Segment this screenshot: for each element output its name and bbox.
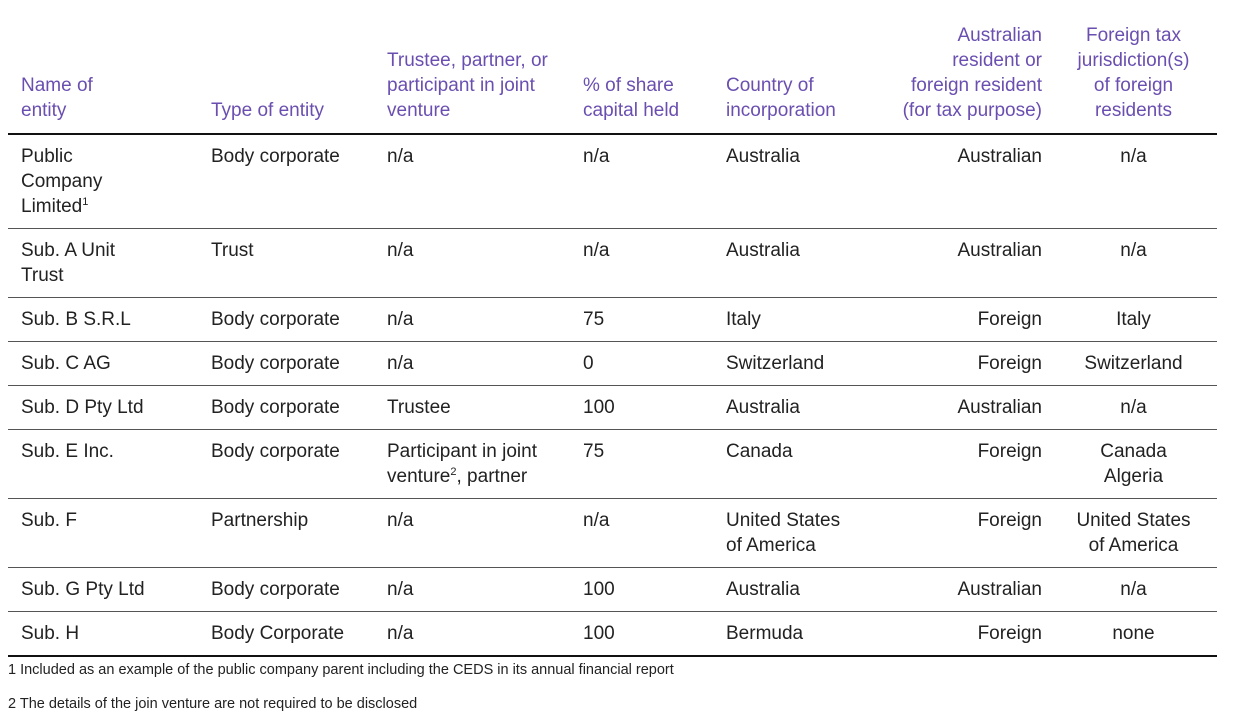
table-row: Sub. F Partnership n/a n/a United States of … — [8, 498, 1217, 568]
header-share: % of share capital held — [570, 0, 713, 135]
footnote-ref: 2 — [450, 466, 457, 478]
cell-residency: Australian — [873, 567, 1050, 612]
cell-name: Sub. H — [8, 611, 198, 657]
cell-country: United States of America — [713, 498, 873, 568]
cell-country: Australia — [713, 134, 873, 229]
table-row: Sub. D Pty Ltd Body corporate Trustee 100 Au… — [8, 385, 1217, 430]
cell-name: Sub. G Pty Ltd — [8, 567, 198, 612]
header-role: Trustee, partner, or participant in join… — [374, 0, 570, 135]
table-row: Sub. E Inc. Body corporate Participant in … — [8, 429, 1217, 499]
cell-type: Body corporate — [198, 567, 374, 612]
footnote-1: 1 Included as an example of the public c… — [8, 662, 674, 678]
cell-role: n/a — [374, 297, 570, 342]
table-row: Sub. A Unit Trust Trust n/a n/a Australia Aus… — [8, 228, 1217, 298]
footnotes: 1 Included as an example of the public c… — [8, 658, 674, 726]
cell-name: Sub. F — [8, 498, 198, 568]
cell-jurisdiction: n/a — [1050, 567, 1217, 612]
cell-jurisdiction: n/a — [1050, 385, 1217, 430]
cell-role: n/a — [374, 228, 570, 298]
cell-jurisdiction: Switzerland — [1050, 341, 1217, 386]
cell-share: n/a — [570, 228, 713, 298]
table-row: Sub. B S.R.L Body corporate n/a 75 Italy Fore… — [8, 297, 1217, 342]
cell-jurisdiction: n/a — [1050, 228, 1217, 298]
cell-residency: Foreign — [873, 297, 1050, 342]
cell-role: n/a — [374, 134, 570, 229]
cell-type: Body corporate — [198, 341, 374, 386]
cell-residency: Australian — [873, 385, 1050, 430]
cell-country: Australia — [713, 228, 873, 298]
cell-share: 75 — [570, 429, 713, 499]
header-row: Name of entity Type of entity Trustee, p… — [8, 0, 1217, 135]
header-country: Country of incorporation — [713, 0, 873, 135]
entity-table: Name of entity Type of entity Trustee, p… — [8, 0, 1217, 657]
cell-role: n/a — [374, 341, 570, 386]
cell-name: Sub. B S.R.L — [8, 297, 198, 342]
cell-type: Trust — [198, 228, 374, 298]
header-jurisdiction: Foreign tax jurisdiction(s) of foreign r… — [1050, 0, 1217, 135]
cell-role: Trustee — [374, 385, 570, 430]
cell-country: Italy — [713, 297, 873, 342]
cell-country: Switzerland — [713, 341, 873, 386]
cell-type: Body corporate — [198, 134, 374, 229]
cell-jurisdiction: United States of America — [1050, 498, 1217, 568]
cell-jurisdiction: n/a — [1050, 134, 1217, 229]
cell-share: 0 — [570, 341, 713, 386]
cell-name: Sub. C AG — [8, 341, 198, 386]
cell-share: 100 — [570, 611, 713, 657]
cell-country: Canada — [713, 429, 873, 499]
cell-role: n/a — [374, 567, 570, 612]
cell-share: n/a — [570, 134, 713, 229]
cell-name: Sub. D Pty Ltd — [8, 385, 198, 430]
cell-residency: Australian — [873, 228, 1050, 298]
cell-jurisdiction: Italy — [1050, 297, 1217, 342]
table-row: Sub. C AG Body corporate n/a 0 Switzerland Fo… — [8, 341, 1217, 386]
header-residency: Australian resident or foreign resident … — [873, 0, 1050, 135]
cell-role: Participant in joint venture2, partner — [374, 429, 570, 499]
cell-name: Sub. A Unit Trust — [8, 228, 198, 298]
table-row: Public Company Limited1 Body corporate n/a… — [8, 134, 1217, 229]
cell-share: 75 — [570, 297, 713, 342]
cell-country: Bermuda — [713, 611, 873, 657]
cell-country: Australia — [713, 567, 873, 612]
cell-type: Body Corporate — [198, 611, 374, 657]
cell-name: Public Company Limited1 — [8, 134, 198, 229]
footnote-2: 2 The details of the join venture are no… — [8, 696, 418, 712]
cell-role: n/a — [374, 611, 570, 657]
header-name: Name of entity — [8, 0, 198, 135]
header-type: Type of entity — [198, 0, 374, 135]
cell-share: 100 — [570, 385, 713, 430]
cell-type: Partnership — [198, 498, 374, 568]
cell-residency: Foreign — [873, 341, 1050, 386]
cell-jurisdiction: Canada Algeria — [1050, 429, 1217, 499]
cell-type: Body corporate — [198, 385, 374, 430]
cell-role: n/a — [374, 498, 570, 568]
cell-residency: Foreign — [873, 429, 1050, 499]
footnote-ref: 1 — [82, 196, 89, 208]
cell-residency: Foreign — [873, 611, 1050, 657]
table-row: Sub. H Body Corporate n/a 100 Bermuda Foreign… — [8, 611, 1217, 657]
table-row: Sub. G Pty Ltd Body corporate n/a 100 Austra… — [8, 567, 1217, 612]
cell-name: Sub. E Inc. — [8, 429, 198, 499]
cell-share: n/a — [570, 498, 713, 568]
cell-residency: Australian — [873, 134, 1050, 229]
cell-type: Body corporate — [198, 297, 374, 342]
cell-type: Body corporate — [198, 429, 374, 499]
cell-country: Australia — [713, 385, 873, 430]
cell-residency: Foreign — [873, 498, 1050, 568]
cell-jurisdiction: none — [1050, 611, 1217, 657]
cell-share: 100 — [570, 567, 713, 612]
